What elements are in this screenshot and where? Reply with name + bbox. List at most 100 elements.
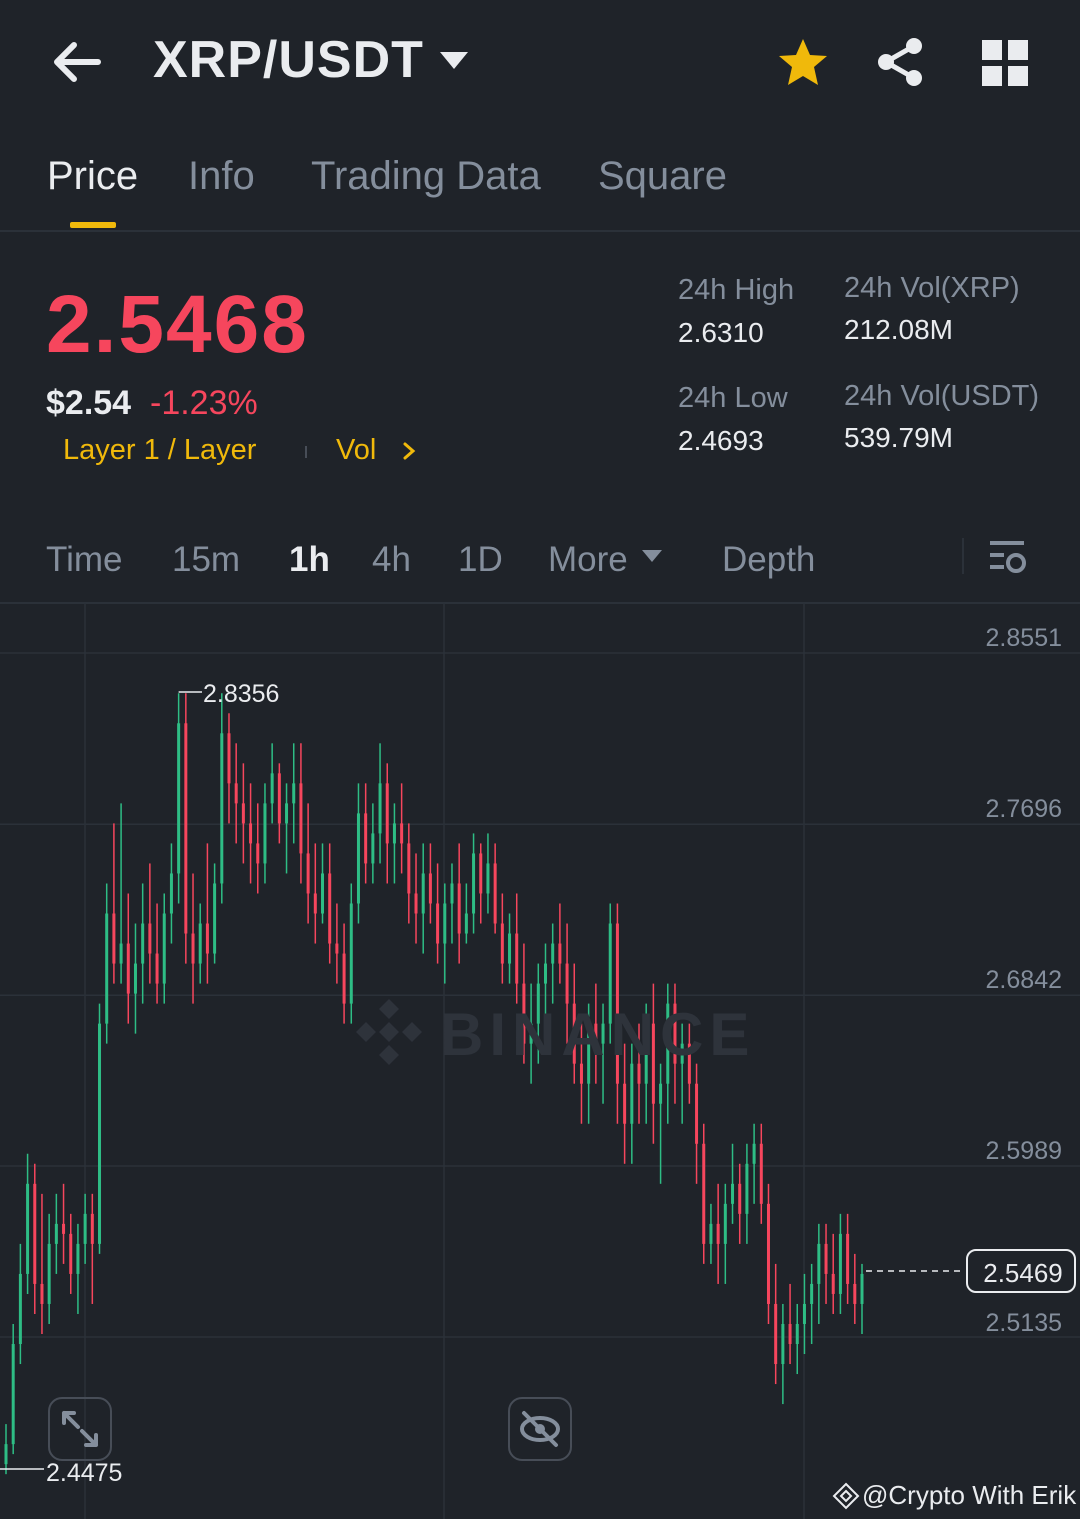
candle-body bbox=[716, 1223, 720, 1244]
candle-body bbox=[795, 1323, 799, 1345]
y-tick-label: 2.6842 bbox=[985, 966, 1062, 994]
usd-price: $2.54 bbox=[46, 384, 132, 422]
interval-1h[interactable]: 1h bbox=[289, 540, 330, 579]
candle-body bbox=[213, 883, 217, 954]
vol-base-value: 212.08M bbox=[844, 314, 953, 345]
candle-body bbox=[853, 1283, 857, 1304]
candle-body bbox=[277, 773, 281, 824]
candle-body bbox=[428, 873, 432, 904]
low-label: 24h Low bbox=[678, 382, 788, 414]
candle-body bbox=[630, 1063, 634, 1124]
low-marker-label: 2.4475 bbox=[46, 1459, 123, 1487]
candle-body bbox=[33, 1183, 37, 1284]
tab-square[interactable]: Square bbox=[598, 154, 727, 198]
candle-body bbox=[263, 803, 267, 864]
vol-quote-label: 24h Vol(USDT) bbox=[844, 380, 1040, 412]
candle-body bbox=[810, 1283, 814, 1304]
caret-down-icon[interactable] bbox=[642, 550, 662, 562]
candle-body bbox=[169, 873, 173, 914]
tab-price[interactable]: Price bbox=[47, 154, 139, 198]
candle-body bbox=[40, 1283, 44, 1304]
candle-body bbox=[205, 923, 209, 954]
pair-title[interactable]: XRP/USDT bbox=[153, 31, 424, 89]
candle-body bbox=[695, 1083, 699, 1144]
tab-trading-data[interactable]: Trading Data bbox=[311, 154, 541, 198]
candle-body bbox=[177, 723, 181, 874]
hide-indicators-button[interactable] bbox=[508, 1397, 572, 1461]
candle-body bbox=[824, 1243, 828, 1274]
candle-body bbox=[745, 1163, 749, 1214]
candle-body bbox=[62, 1223, 66, 1234]
candle-body bbox=[659, 1083, 663, 1104]
candle-body bbox=[285, 803, 289, 824]
candle-body bbox=[119, 943, 123, 964]
candle-body bbox=[306, 853, 310, 894]
candles bbox=[4, 693, 864, 1475]
category-tag[interactable]: Layer 1 / Layer bbox=[63, 434, 257, 466]
chart-canvas[interactable] bbox=[0, 603, 1080, 1519]
candle-body bbox=[443, 903, 447, 944]
candle-body bbox=[472, 853, 476, 914]
candle-body bbox=[155, 953, 159, 984]
candle-body bbox=[198, 923, 202, 964]
interval-1d[interactable]: 1D bbox=[458, 540, 503, 579]
candlestick-chart[interactable] bbox=[0, 603, 1080, 1519]
candle-body bbox=[615, 923, 619, 1084]
candle-body bbox=[54, 1223, 58, 1244]
tab-info[interactable]: Info bbox=[188, 154, 255, 198]
candle-body bbox=[558, 943, 562, 964]
caret-down-icon[interactable] bbox=[440, 52, 468, 69]
interval-4h[interactable]: 4h bbox=[372, 540, 411, 579]
back-arrow-icon[interactable] bbox=[48, 36, 104, 88]
star-icon[interactable] bbox=[776, 36, 830, 90]
candle-body bbox=[500, 923, 504, 964]
candle-body bbox=[543, 963, 547, 984]
candle-body bbox=[184, 723, 188, 934]
candle-body bbox=[371, 833, 375, 864]
candle-body bbox=[47, 1243, 51, 1304]
expand-button[interactable] bbox=[48, 1397, 112, 1461]
candle-body bbox=[673, 1003, 677, 1064]
candle-body bbox=[18, 1273, 22, 1345]
candle-body bbox=[479, 853, 483, 894]
candle-body bbox=[838, 1233, 842, 1294]
candle-body bbox=[162, 913, 166, 984]
y-tick-label: 2.5135 bbox=[985, 1309, 1062, 1337]
candle-body bbox=[220, 733, 224, 884]
vol-tag[interactable]: Vol bbox=[336, 434, 377, 466]
candle-body bbox=[292, 783, 296, 804]
candle-body bbox=[436, 903, 440, 944]
candle-body bbox=[587, 1023, 591, 1084]
candle-body bbox=[69, 1233, 73, 1274]
candle-body bbox=[831, 1273, 835, 1294]
candle-body bbox=[637, 1063, 641, 1084]
current-price-tag: 2.5469 bbox=[966, 1249, 1076, 1293]
candle-body bbox=[249, 823, 253, 844]
candle-body bbox=[457, 883, 461, 934]
candle-body bbox=[644, 1023, 648, 1084]
interval-bar: Time 15m 1h 4h 1D More Depth bbox=[0, 520, 1080, 604]
active-tab-indicator bbox=[70, 222, 116, 228]
candle-body bbox=[342, 953, 346, 1004]
candle-body bbox=[133, 963, 137, 994]
chevron-right-icon[interactable] bbox=[400, 440, 418, 462]
interval-depth[interactable]: Depth bbox=[722, 540, 816, 579]
interval-time[interactable]: Time bbox=[46, 540, 123, 579]
candle-body bbox=[860, 1273, 864, 1304]
interval-15m[interactable]: 15m bbox=[172, 540, 241, 579]
grid-icon[interactable] bbox=[982, 40, 1028, 86]
main-tabs: Price Info Trading Data Square bbox=[0, 140, 1080, 232]
interval-more[interactable]: More bbox=[548, 540, 628, 579]
candle-body bbox=[579, 1063, 583, 1084]
candle-body bbox=[723, 1203, 727, 1244]
expand-icon bbox=[62, 1411, 98, 1447]
chart-settings-icon[interactable] bbox=[988, 538, 1028, 578]
candle-body bbox=[493, 863, 497, 924]
candle-body bbox=[522, 983, 526, 1044]
candle-body bbox=[270, 773, 274, 804]
share-icon[interactable] bbox=[874, 36, 926, 88]
candle-body bbox=[227, 733, 231, 784]
candle-body bbox=[817, 1243, 821, 1284]
candle-body bbox=[105, 913, 109, 1024]
high-label: 24h High bbox=[678, 274, 795, 306]
